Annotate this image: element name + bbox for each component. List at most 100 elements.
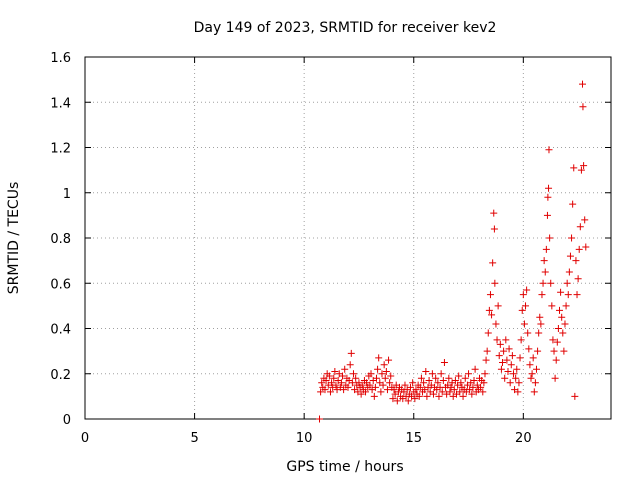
data-point	[544, 193, 552, 201]
data-point	[340, 386, 348, 394]
data-point	[566, 252, 574, 260]
data-point	[505, 345, 513, 353]
data-point	[506, 379, 514, 387]
data-point	[483, 347, 491, 355]
x-tick-label: 0	[81, 431, 89, 446]
data-point	[393, 397, 401, 405]
data-point	[341, 365, 349, 373]
data-point	[565, 268, 573, 276]
data-point	[490, 225, 498, 233]
data-point	[429, 390, 437, 398]
data-point	[377, 388, 385, 396]
x-tick-label: 10	[296, 431, 313, 446]
data-point	[404, 397, 412, 405]
data-point	[560, 347, 568, 355]
x-tick-label: 5	[190, 431, 198, 446]
data-point	[538, 291, 546, 299]
data-point	[551, 374, 559, 382]
data-point	[513, 365, 521, 373]
data-point	[525, 345, 533, 353]
data-point	[469, 383, 477, 391]
data-point	[339, 372, 347, 380]
y-tick-label: 1.2	[50, 142, 71, 157]
data-point	[512, 374, 520, 382]
data-point	[428, 370, 436, 378]
data-point	[554, 325, 562, 332]
data-point	[383, 386, 391, 394]
data-point	[541, 268, 549, 276]
data-point	[579, 103, 587, 111]
data-point	[434, 379, 442, 387]
data-point	[572, 257, 580, 265]
data-point	[550, 347, 558, 355]
data-point	[571, 392, 579, 400]
data-point	[526, 361, 534, 369]
data-point	[530, 388, 538, 396]
y-axis-label: SRMTID / TECUs	[6, 182, 22, 295]
data-point	[439, 377, 447, 385]
data-point	[569, 200, 577, 208]
data-point	[381, 374, 389, 382]
data-point	[367, 370, 375, 378]
data-point	[416, 383, 424, 391]
data-point	[406, 383, 414, 391]
data-point	[425, 377, 433, 385]
data-point	[437, 370, 445, 378]
x-tick-label: 20	[515, 431, 532, 446]
data-point	[346, 361, 354, 369]
data-point	[445, 374, 453, 382]
data-point	[548, 302, 556, 310]
x-tick-label: 15	[405, 431, 422, 446]
data-point	[553, 338, 561, 346]
data-point	[386, 379, 394, 387]
data-point	[490, 209, 498, 217]
data-point	[557, 288, 565, 296]
data-point	[576, 223, 584, 231]
data-point	[432, 374, 440, 382]
data-point	[558, 313, 566, 321]
data-point	[563, 279, 571, 287]
data-point	[480, 379, 488, 387]
data-point	[559, 329, 567, 337]
data-point	[581, 216, 589, 224]
data-point	[537, 320, 545, 328]
x-axis-label: GPS time / hours	[286, 459, 403, 475]
data-point	[390, 386, 398, 394]
data-point	[489, 259, 497, 267]
data-point	[549, 336, 557, 344]
data-point	[366, 381, 374, 389]
data-point	[459, 392, 467, 400]
data-point	[412, 386, 420, 394]
data-point	[534, 347, 542, 355]
data-point	[580, 162, 588, 170]
chart-title: Day 149 of 2023, SRMTID for receiver kev…	[194, 20, 497, 36]
data-point	[492, 320, 500, 328]
data-point	[528, 370, 536, 378]
data-point	[502, 336, 510, 344]
data-point	[438, 388, 446, 396]
data-point	[357, 390, 365, 398]
data-point	[582, 243, 590, 251]
data-point	[387, 372, 395, 380]
data-point	[517, 336, 525, 344]
data-point	[494, 302, 502, 310]
data-point	[420, 379, 428, 387]
y-tick-label: 0.4	[50, 323, 71, 338]
data-point	[545, 184, 553, 192]
data-point	[465, 370, 473, 378]
data-point	[328, 379, 336, 387]
data-point	[546, 234, 554, 242]
data-point	[491, 279, 499, 287]
data-point	[514, 388, 522, 396]
data-point	[479, 388, 487, 396]
data-point	[411, 395, 419, 403]
data-point	[322, 377, 330, 385]
data-point	[515, 379, 523, 387]
y-tick-label: 0	[63, 413, 71, 428]
data-point	[440, 358, 448, 366]
data-point	[523, 286, 531, 294]
data-point	[499, 358, 507, 366]
data-point	[552, 356, 560, 364]
data-point	[524, 329, 532, 337]
data-point	[496, 340, 504, 348]
